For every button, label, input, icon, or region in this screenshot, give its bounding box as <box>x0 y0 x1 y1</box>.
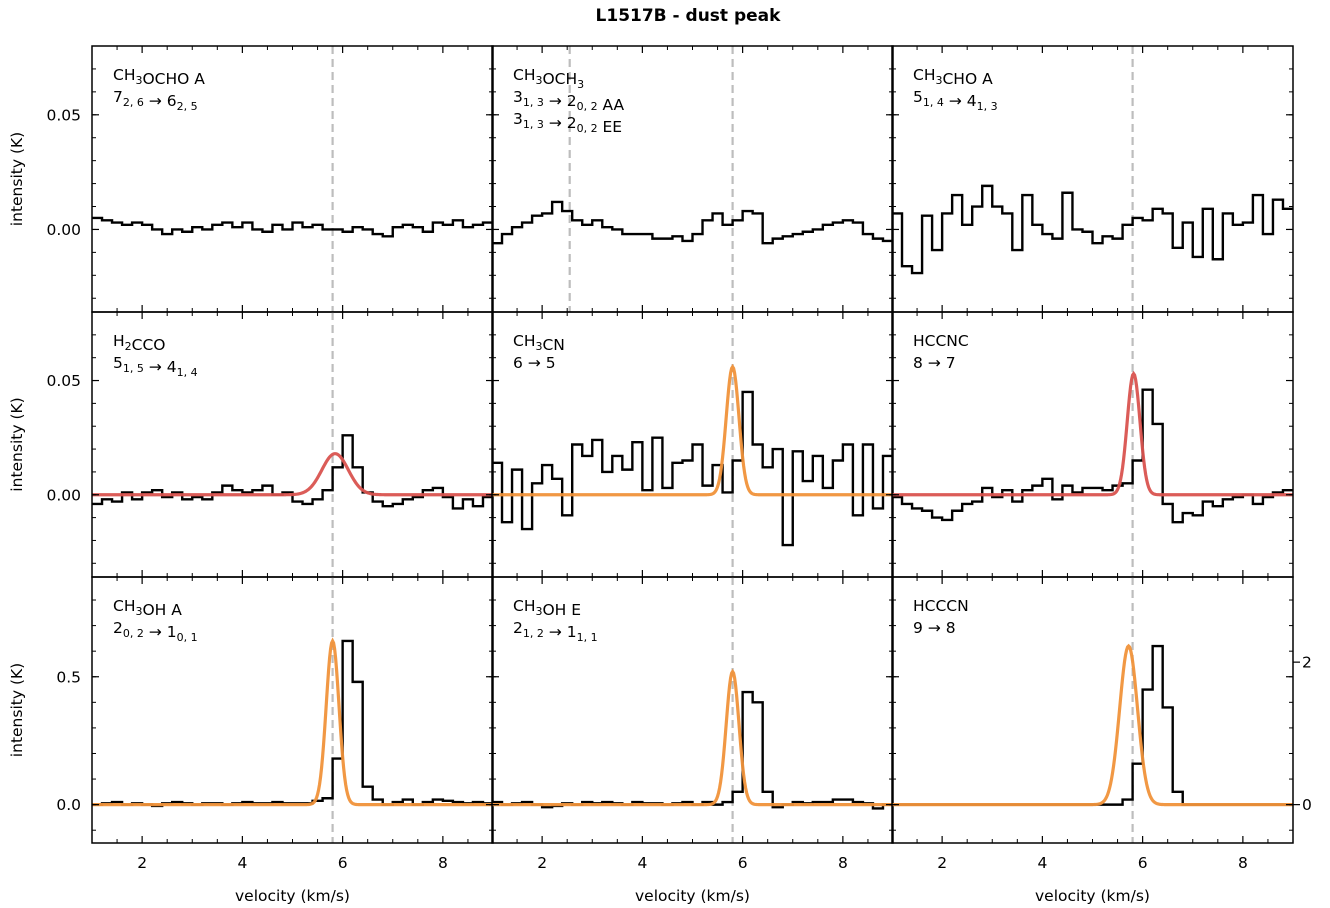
spectrum-panel-6: 0.0 0.5 2 4 6 8 intensity (K) velocity (km/s) CH… <box>8 576 494 905</box>
x-tick-label: 2 <box>937 854 947 872</box>
transition-label-line: HCCNC <box>913 332 969 350</box>
x-axis-label: velocity (km/s) <box>635 887 750 905</box>
y-tick-label: 0.00 <box>46 221 81 239</box>
observed-spectrum <box>492 390 893 547</box>
spectrum-panel-8: 2 4 6 8 0 2 velocity (km/s) HCCCN 9 → 8 <box>891 576 1312 905</box>
y-tick-label: 0.0 <box>56 796 81 814</box>
gaussian-fit <box>92 637 493 807</box>
transition-label-line: CH3OH A <box>113 597 182 619</box>
transition-label-line: 31, 3 → 20, 2 AA <box>513 88 625 114</box>
gaussian-fit <box>492 363 893 497</box>
gaussian-fit <box>92 452 493 497</box>
transition-label-line: 72, 6 → 62, 5 <box>113 88 198 113</box>
observed-spectrum <box>492 690 893 810</box>
observed-spectrum <box>92 216 493 238</box>
y2-tick-label: 0 <box>1302 796 1312 814</box>
x-tick-label: 2 <box>537 854 547 872</box>
gaussian-fit <box>892 643 1293 807</box>
panel-frame <box>891 311 1294 578</box>
x-tick-label: 8 <box>838 854 848 872</box>
y-tick-label: 0.5 <box>56 668 81 686</box>
spectrum-panel-0: 0.00 0.05 intensity (K) CH3OCHO A72, 6 → 62… <box>8 45 494 313</box>
y2-tick-label: 2 <box>1302 654 1312 672</box>
x-axis-label: velocity (km/s) <box>235 887 350 905</box>
x-tick-label: 4 <box>237 854 247 872</box>
y-tick-label: 0.05 <box>46 106 81 124</box>
x-tick-label: 4 <box>637 854 647 872</box>
transition-label-line: 31, 3 → 20, 2 EE <box>513 110 622 136</box>
x-tick-label: 6 <box>338 854 348 872</box>
x-tick-label: 8 <box>438 854 448 872</box>
x-tick-label: 6 <box>738 854 748 872</box>
observed-spectrum <box>892 184 1293 275</box>
x-axis-label: velocity (km/s) <box>1035 887 1150 905</box>
transition-label-line: CH3OH E <box>513 597 581 619</box>
y-axis-label: intensity (K) <box>8 132 26 226</box>
transition-label-line: 20, 2 → 10, 1 <box>113 619 198 644</box>
transition-label-line: H2CCO <box>113 332 166 354</box>
y-axis-label: intensity (K) <box>8 397 26 491</box>
figure-title: L1517B - dust peak <box>596 6 782 26</box>
gaussian-fit <box>492 668 893 807</box>
transition-label-line: 8 → 7 <box>913 354 956 372</box>
spectrum-panel-5: HCCNC 8 → 7 <box>891 311 1294 578</box>
transition-label-line: CH3OCHO A <box>113 66 205 88</box>
gaussian-fit <box>892 370 1293 497</box>
x-tick-label: 8 <box>1238 854 1248 872</box>
y-tick-label: 0.00 <box>46 486 81 504</box>
transition-label-line: CH3CN <box>513 332 565 354</box>
transition-label-line: CH3CHO A <box>913 66 993 88</box>
transition-label-line: 51, 5 → 41, 4 <box>113 354 198 379</box>
transition-label-line: 21, 2 → 11, 1 <box>513 619 598 644</box>
spectrum-panel-7: 2 4 6 8 velocity (km/s) CH3OH E21, 2 → 11, 1 <box>491 576 894 905</box>
observed-spectrum <box>92 434 493 510</box>
y-axis-label: intensity (K) <box>8 663 26 757</box>
observed-spectrum <box>92 639 493 808</box>
x-tick-label: 6 <box>1138 854 1148 872</box>
observed-spectrum <box>892 388 1293 524</box>
transition-label-line: HCCCN <box>913 597 969 615</box>
observed-spectrum <box>492 200 893 245</box>
spectrum-panel-2: CH3CHO A51, 4 → 41, 3 <box>891 45 1294 313</box>
x-tick-label: 2 <box>137 854 147 872</box>
transition-label-line: CH3OCH3 <box>513 66 584 91</box>
x-tick-label: 4 <box>1037 854 1047 872</box>
transition-label-line: 51, 4 → 41, 3 <box>913 88 998 113</box>
transition-label-line: 6 → 5 <box>513 354 556 372</box>
y-tick-label: 0.05 <box>46 372 81 390</box>
transition-label-line: 9 → 8 <box>913 619 956 637</box>
observed-spectrum <box>892 644 1293 806</box>
